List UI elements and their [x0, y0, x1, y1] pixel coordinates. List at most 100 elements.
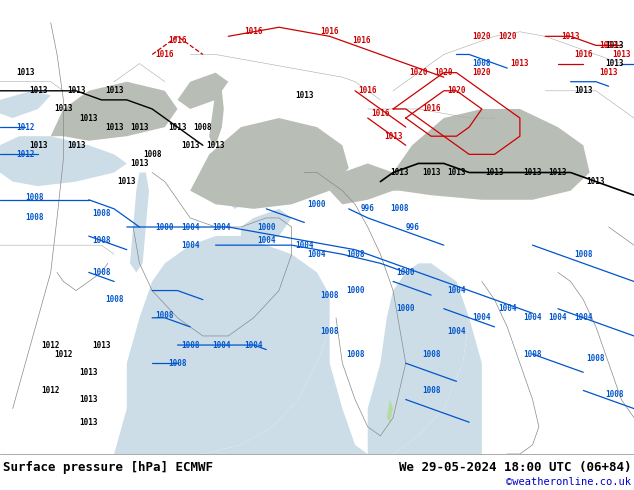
Text: 1013: 1013: [485, 168, 504, 177]
Polygon shape: [387, 399, 393, 422]
Text: 1013: 1013: [295, 91, 314, 100]
Text: 1016: 1016: [422, 104, 441, 114]
Text: 1004: 1004: [244, 341, 263, 349]
Text: 1008: 1008: [422, 350, 441, 359]
Text: 1016: 1016: [371, 109, 390, 118]
Text: 1012: 1012: [41, 341, 60, 349]
Text: 1004: 1004: [257, 236, 276, 245]
Text: 1008: 1008: [422, 386, 441, 395]
Text: 1013: 1013: [29, 86, 48, 95]
Text: 1016: 1016: [168, 36, 187, 46]
Text: 1008: 1008: [193, 122, 212, 132]
Text: 1000: 1000: [396, 268, 415, 277]
Text: 1016: 1016: [244, 27, 263, 36]
Text: 1008: 1008: [168, 359, 187, 368]
Text: 1013: 1013: [79, 417, 98, 427]
Text: 1004: 1004: [212, 222, 231, 231]
Text: 1004: 1004: [212, 341, 231, 349]
Text: 1013: 1013: [586, 177, 605, 186]
Text: 1016: 1016: [155, 50, 174, 59]
Text: 1013: 1013: [79, 395, 98, 404]
Text: 1008: 1008: [605, 391, 624, 399]
Text: 1008: 1008: [155, 311, 174, 320]
Text: 1004: 1004: [181, 241, 200, 250]
Text: 1013: 1013: [130, 122, 149, 132]
Text: 1008: 1008: [25, 214, 44, 222]
Text: 1016: 1016: [320, 27, 339, 36]
Text: 1004: 1004: [447, 286, 466, 295]
Text: 1013: 1013: [384, 132, 403, 141]
Text: 1000: 1000: [155, 222, 174, 231]
Text: 1013: 1013: [16, 68, 35, 77]
Text: 1013: 1013: [105, 122, 124, 132]
Text: 1008: 1008: [346, 350, 365, 359]
Polygon shape: [0, 136, 38, 159]
Polygon shape: [190, 118, 349, 209]
Text: 1016: 1016: [574, 50, 593, 59]
Text: 1008: 1008: [320, 327, 339, 336]
Text: 1013: 1013: [130, 159, 149, 168]
Text: 1004: 1004: [574, 313, 593, 322]
Text: 1012: 1012: [54, 350, 73, 359]
Text: 1008: 1008: [523, 350, 542, 359]
Text: Surface pressure [hPa] ECMWF: Surface pressure [hPa] ECMWF: [3, 461, 212, 474]
Text: ©weatheronline.co.uk: ©weatheronline.co.uk: [507, 477, 631, 487]
Text: 1000: 1000: [396, 304, 415, 313]
Text: 1013: 1013: [67, 86, 86, 95]
Text: We 29-05-2024 18:00 UTC (06+84): We 29-05-2024 18:00 UTC (06+84): [399, 461, 631, 474]
Polygon shape: [0, 318, 634, 477]
Polygon shape: [0, 91, 51, 118]
Text: 1013: 1013: [523, 168, 542, 177]
Text: 1013: 1013: [548, 168, 567, 177]
Text: 1020: 1020: [434, 68, 453, 77]
Polygon shape: [241, 209, 292, 245]
Text: 1020: 1020: [409, 68, 428, 77]
Text: 1004: 1004: [498, 304, 517, 313]
Text: 1004: 1004: [548, 313, 567, 322]
Text: 1004: 1004: [447, 327, 466, 336]
Text: 1013: 1013: [612, 50, 631, 59]
Text: 1000: 1000: [257, 222, 276, 231]
Text: 1020: 1020: [472, 68, 491, 77]
Text: 1008: 1008: [92, 209, 111, 218]
Text: 1013: 1013: [206, 141, 225, 150]
Polygon shape: [114, 236, 330, 454]
Text: 1016: 1016: [358, 86, 377, 95]
Polygon shape: [178, 73, 228, 109]
Text: 1016: 1016: [352, 36, 371, 46]
Text: 1013: 1013: [599, 68, 618, 77]
Text: 1004: 1004: [523, 313, 542, 322]
Text: 1013: 1013: [168, 122, 187, 132]
Text: 1013: 1013: [447, 168, 466, 177]
Text: 1013: 1013: [574, 86, 593, 95]
Text: 1000: 1000: [346, 286, 365, 295]
Text: 1013: 1013: [79, 114, 98, 122]
Text: 1008: 1008: [574, 250, 593, 259]
Text: 1013: 1013: [390, 168, 409, 177]
Text: 1013: 1013: [605, 41, 624, 50]
Polygon shape: [51, 82, 178, 141]
Polygon shape: [330, 164, 393, 204]
Text: 1000: 1000: [307, 200, 327, 209]
Polygon shape: [368, 263, 469, 454]
Text: 1013: 1013: [181, 141, 200, 150]
Text: 1020: 1020: [498, 32, 517, 41]
Text: 1008: 1008: [390, 204, 409, 213]
Text: 1020: 1020: [472, 32, 491, 41]
Polygon shape: [0, 136, 127, 186]
Text: 1008: 1008: [181, 341, 200, 349]
Text: 1004: 1004: [472, 313, 491, 322]
Text: 1013: 1013: [67, 141, 86, 150]
Text: 1013: 1013: [605, 59, 624, 68]
Text: 1013: 1013: [422, 168, 441, 177]
Text: 1008: 1008: [143, 150, 162, 159]
Text: 1012: 1012: [16, 150, 35, 159]
Text: 1008: 1008: [472, 59, 491, 68]
Text: 1008: 1008: [320, 291, 339, 299]
Text: 1013: 1013: [79, 368, 98, 377]
Text: 1008: 1008: [25, 193, 44, 202]
Text: 996: 996: [361, 204, 375, 213]
Text: 1013: 1013: [92, 341, 111, 349]
Text: 1008: 1008: [586, 354, 605, 363]
Text: 1013: 1013: [599, 41, 618, 50]
